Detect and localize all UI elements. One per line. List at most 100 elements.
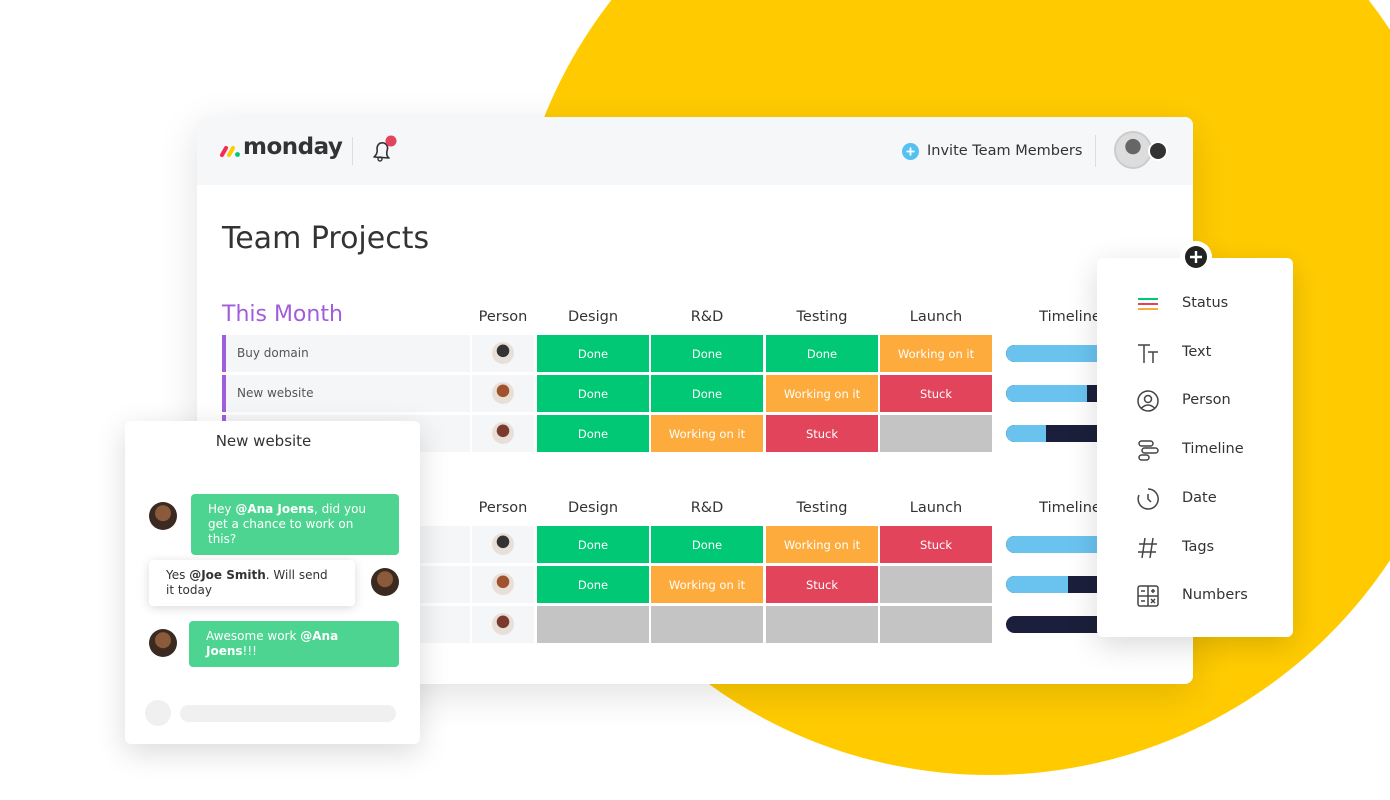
timeline-progress <box>1006 385 1087 402</box>
status-cell[interactable]: Stuck <box>880 526 992 563</box>
status-cell[interactable]: Done <box>766 335 878 372</box>
person-cell <box>472 375 534 412</box>
status-cell[interactable]: Working on it <box>651 415 763 452</box>
plus-icon <box>1185 246 1207 268</box>
status-cell[interactable]: Working on it <box>766 375 878 412</box>
menu-icon <box>1136 292 1160 316</box>
mention[interactable]: @Ana Joens <box>235 502 314 516</box>
status-cell[interactable]: Done <box>537 415 649 452</box>
message-text: Awesome work <box>206 629 301 643</box>
status-cell[interactable]: Stuck <box>766 415 878 452</box>
status-cell[interactable] <box>766 606 878 643</box>
user-menu-caret[interactable] <box>1148 141 1168 161</box>
menu-icon <box>1136 584 1160 608</box>
person-cell <box>472 606 534 643</box>
mention[interactable]: @Joe Smith <box>189 568 266 582</box>
icon <box>1138 343 1158 363</box>
timeline-progress <box>1006 576 1068 593</box>
invite-button[interactable]: Invite Team Members <box>902 141 1082 161</box>
menu-icon <box>1136 389 1160 413</box>
person-avatar <box>492 342 514 364</box>
message-text: , did you get a chance to work on this? <box>208 502 367 546</box>
status-cell[interactable]: Working on it <box>651 566 763 603</box>
status-cell[interactable]: Done <box>537 526 649 563</box>
person-cell <box>472 566 534 603</box>
column-header: Person <box>478 309 528 325</box>
column-header: R&D <box>690 500 724 516</box>
user-avatar[interactable] <box>1114 131 1152 169</box>
status-cell[interactable]: Done <box>537 566 649 603</box>
person-avatar <box>492 422 514 444</box>
board-title: Team Projects <box>222 221 430 256</box>
menu-label: Numbers <box>1182 587 1248 604</box>
status-cell[interactable]: Stuck <box>880 375 992 412</box>
item-name: New website <box>237 386 314 400</box>
menu-item[interactable]: Timeline <box>1097 434 1293 466</box>
person-avatar <box>492 613 514 635</box>
menu-icon <box>1136 536 1160 560</box>
bell-icon <box>373 135 397 162</box>
menu-item[interactable]: Status <box>1097 288 1293 320</box>
top-bar <box>197 117 1193 185</box>
column-header: Testing <box>796 309 848 325</box>
menu-icon <box>1136 438 1160 462</box>
column-header: Launch <box>909 309 963 325</box>
menu-item[interactable]: Text <box>1097 337 1293 369</box>
status-cell[interactable] <box>880 566 992 603</box>
status-cell[interactable] <box>651 606 763 643</box>
status-cell[interactable]: Working on it <box>880 335 992 372</box>
status-cell[interactable] <box>880 415 992 452</box>
column-header: Design <box>567 500 619 516</box>
status-cell[interactable]: Done <box>651 526 763 563</box>
item-row[interactable]: New website <box>222 375 470 412</box>
person-avatar <box>492 382 514 404</box>
status-cell[interactable]: Done <box>651 335 763 372</box>
logo-mark <box>219 142 241 158</box>
column-header: Person <box>478 500 528 516</box>
status-cell[interactable]: Done <box>651 375 763 412</box>
icon <box>1137 488 1159 510</box>
status-cell[interactable]: Stuck <box>766 566 878 603</box>
status-cell[interactable] <box>537 606 649 643</box>
message-input[interactable] <box>180 705 396 722</box>
timeline-progress <box>1006 425 1047 442</box>
add-column-button[interactable] <box>1180 241 1212 273</box>
chat-panel: New website Hey @Ana Joens, did you get … <box>125 421 420 744</box>
status-cell[interactable]: Done <box>537 375 649 412</box>
status-cell[interactable] <box>880 606 992 643</box>
chat-avatar <box>371 568 399 596</box>
column-header: Launch <box>909 500 963 516</box>
notification-bell[interactable] <box>369 135 399 165</box>
person-avatar <box>492 533 514 555</box>
item-name: Buy domain <box>237 346 309 360</box>
invite-plus <box>902 142 919 160</box>
divider <box>352 137 353 165</box>
menu-item[interactable]: Numbers <box>1097 580 1293 612</box>
item-row[interactable]: Buy domain <box>222 335 470 372</box>
input-avatar <box>145 700 171 726</box>
icon <box>1137 585 1159 607</box>
person-avatar <box>492 573 514 595</box>
menu-item[interactable]: Tags <box>1097 532 1293 564</box>
status-cell[interactable]: Working on it <box>766 526 878 563</box>
message-text: Yes <box>166 568 190 582</box>
group-title: This Month <box>222 302 343 327</box>
chat-avatar <box>149 629 177 657</box>
menu-label: Timeline <box>1182 441 1244 458</box>
column-header: Timeline <box>1039 309 1101 325</box>
column-header: R&D <box>690 309 724 325</box>
chat-bubble: Awesome work @Ana Joens!!! <box>189 621 399 667</box>
person-cell <box>472 335 534 372</box>
icon <box>1138 298 1158 310</box>
menu-label: Person <box>1182 392 1231 409</box>
column-header: Design <box>567 309 619 325</box>
menu-icon <box>1136 341 1160 365</box>
chat-bubble: Hey @Ana Joens, did you get a chance to … <box>191 494 399 555</box>
menu-item[interactable]: Person <box>1097 385 1293 417</box>
invite-label: Invite Team Members <box>927 143 1083 159</box>
icon <box>1138 537 1157 558</box>
mention[interactable]: @Ana Joens <box>206 629 339 658</box>
menu-item[interactable]: Date <box>1097 483 1293 515</box>
status-cell[interactable]: Done <box>537 335 649 372</box>
